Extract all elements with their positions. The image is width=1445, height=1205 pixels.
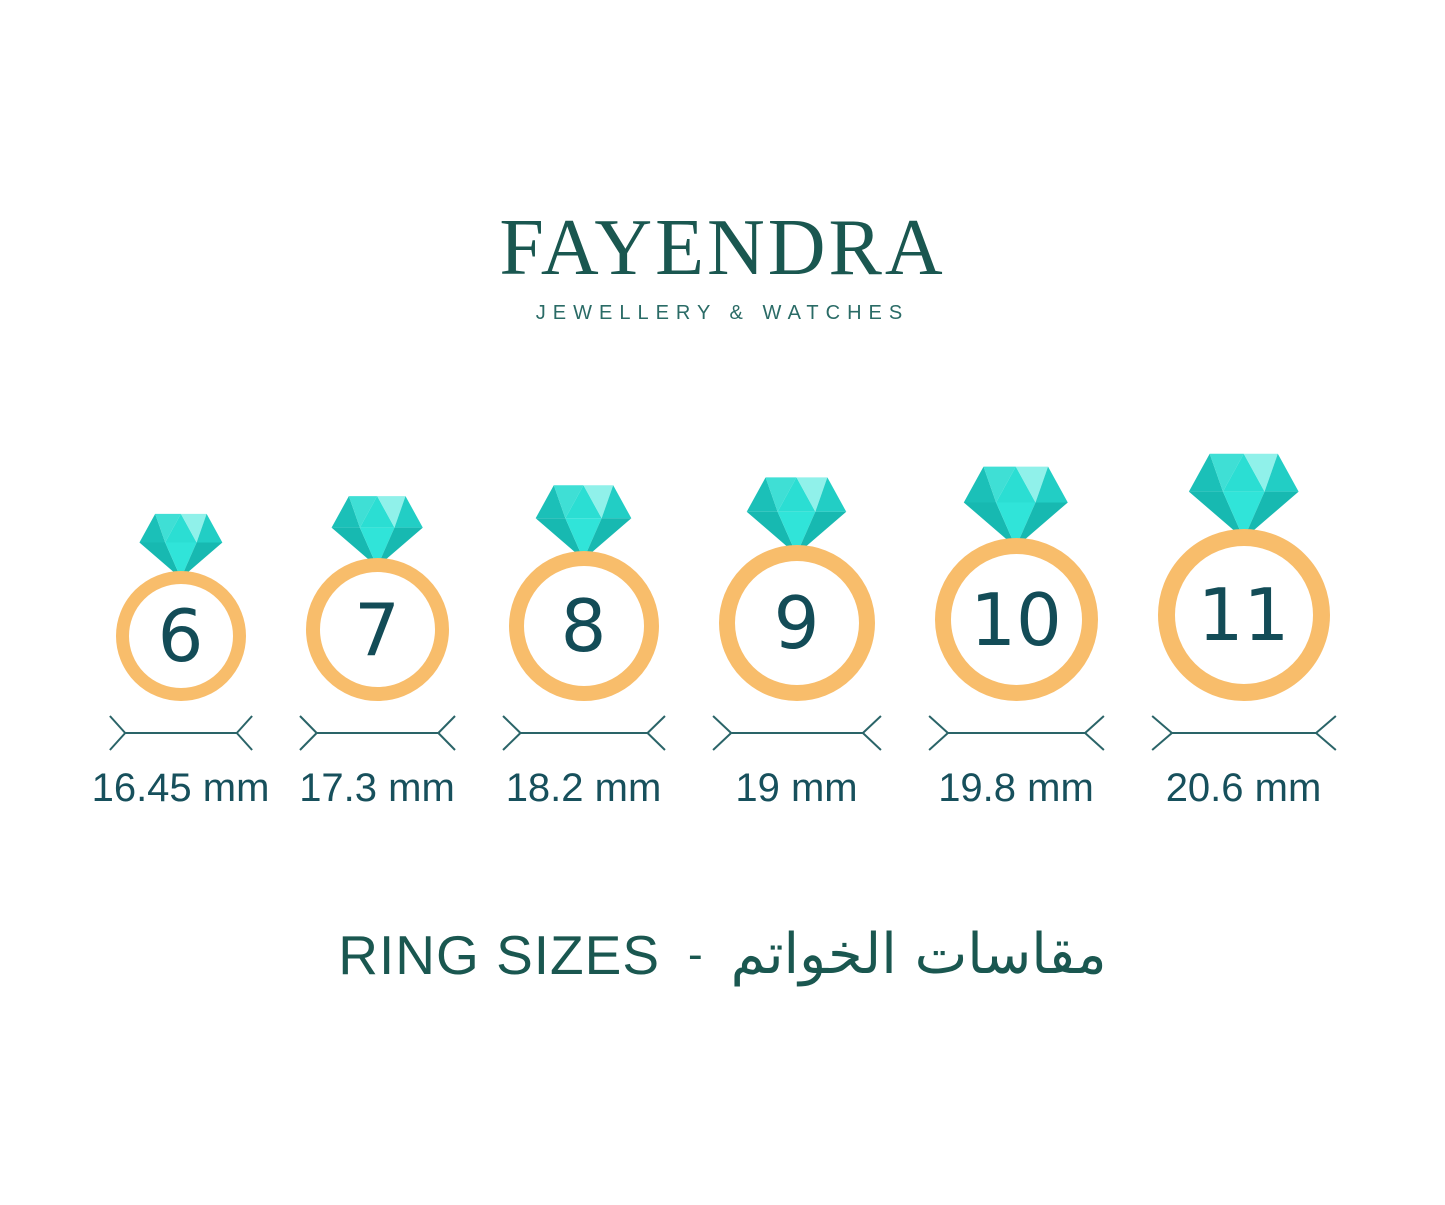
ring-band-icon: 11 (1157, 529, 1330, 701)
measurement-arrows-icon (928, 715, 1105, 751)
ring-item: 11 20.6 mm (1151, 450, 1337, 810)
ring-diameter-label: 19 mm (735, 766, 858, 810)
ring-diameter-label: 17.3 mm (299, 766, 455, 810)
measurement-arrows-icon (299, 715, 456, 751)
measurement-arrows-icon (502, 715, 666, 751)
ring-diameter-label: 16.45 mm (91, 766, 270, 810)
ring-item: 8 18.2 mm (502, 482, 666, 810)
measurement-arrows-icon (1151, 715, 1337, 751)
brand-header: FAYENDRA JEWELLERY & WATCHES (0, 208, 1445, 325)
measurement-arrows-icon (109, 715, 253, 751)
ring-item: 7 17.3 mm (299, 493, 456, 810)
ring-size-number: 7 (354, 587, 400, 672)
brand-tagline: JEWELLERY & WATCHES (535, 302, 910, 324)
chart-title: RING SIZES - مقاسات الخواتم (0, 922, 1445, 987)
ring-diameter-label: 20.6 mm (1165, 766, 1322, 810)
ring-item: 9 19 mm (712, 474, 882, 810)
ring-band-icon: 9 (718, 545, 875, 701)
brand-logo: FAYENDRA (499, 204, 946, 292)
rings-row: 6 16.45 mm 7 (92, 450, 1445, 810)
ring-size-number: 9 (773, 581, 820, 665)
diamond-gem-icon (139, 514, 222, 579)
diamond-gem-icon (331, 495, 423, 567)
ring-item: 6 16.45 mm (92, 511, 269, 810)
ring-size-number: 10 (970, 577, 1062, 662)
chart-title-separator: - (688, 929, 703, 979)
diamond-gem-icon (535, 485, 632, 560)
ring-band-icon: 6 (115, 571, 246, 701)
chart-title-english: RING SIZES (338, 923, 661, 986)
ring-size-number: 6 (157, 594, 204, 678)
ring-size-number: 8 (560, 584, 607, 668)
ring-diameter-label: 18.2 mm (505, 766, 662, 810)
diamond-gem-icon (963, 466, 1068, 548)
ring-diameter-label: 19.8 mm (938, 766, 1094, 810)
ring-band-icon: 8 (508, 551, 659, 701)
diamond-gem-icon (746, 476, 847, 555)
ring-size-number: 11 (1197, 573, 1290, 657)
diamond-gem-icon (1188, 454, 1299, 540)
chart-title-arabic: مقاسات الخواتم (730, 922, 1107, 987)
measurement-arrows-icon (712, 715, 882, 751)
ring-item: 10 19.8 mm (928, 463, 1105, 810)
ring-band-icon: 7 (305, 558, 449, 701)
ring-band-icon: 10 (934, 538, 1098, 701)
